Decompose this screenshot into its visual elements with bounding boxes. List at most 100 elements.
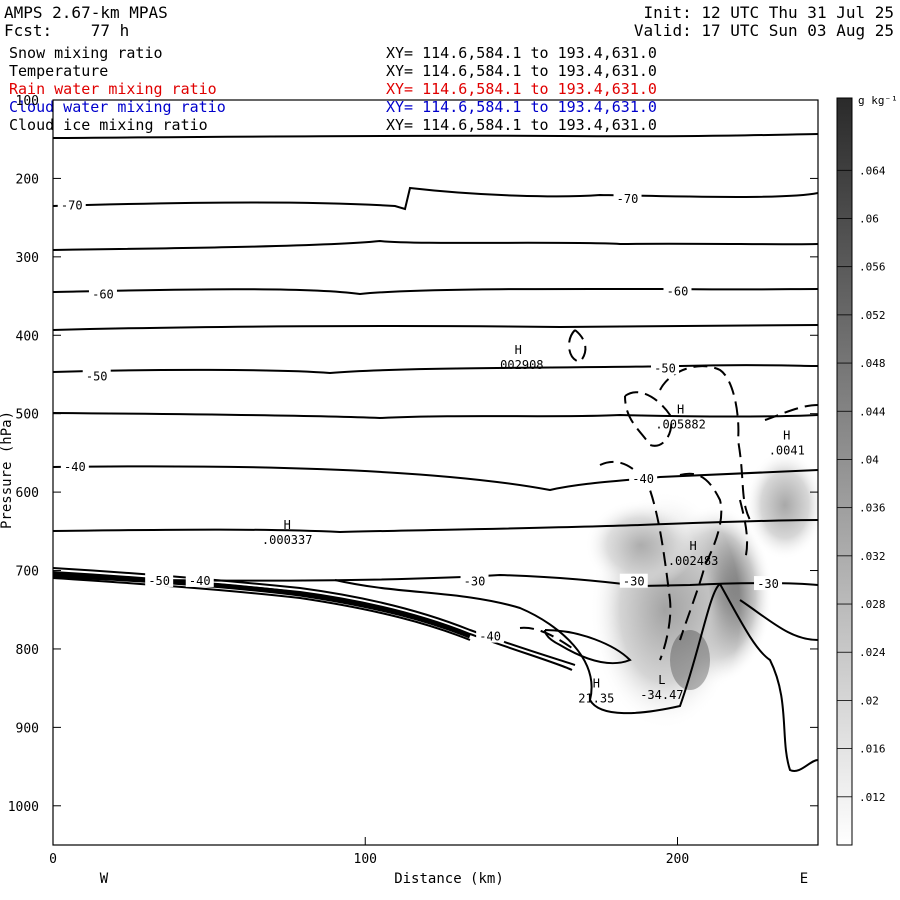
y-tick-label: 300 — [16, 251, 39, 266]
x-axis-ticks: 0 100 200 — [49, 837, 689, 867]
isotherm-label: -30 — [757, 577, 779, 591]
isotherm-label-bg — [82, 368, 111, 383]
isotherm-label-bg — [460, 573, 489, 588]
y-axis-label: Pressure (hPa) — [0, 411, 15, 529]
isotherm-label: -50 — [654, 361, 676, 375]
extremum-value: .002908 — [493, 358, 544, 372]
isotherm-label-bg — [754, 576, 783, 591]
field-name-snow: Snow mixing ratio — [9, 44, 163, 62]
y-tick-label: 600 — [16, 486, 39, 501]
extremum-type: H — [284, 518, 291, 532]
colorbar-ticks: .012 .016 .02 .024 .028 .032 .036 .04 .044 .048 .0… — [837, 164, 886, 804]
isotherm-label-bg — [613, 191, 642, 206]
field-xy-snow: XY= 114.6,584.1 to 193.4,631.0 — [386, 44, 657, 62]
y-tick-label: 200 — [16, 172, 39, 187]
colorbar-tick-label: .044 — [859, 405, 886, 418]
extremum-value: .005882 — [655, 418, 706, 432]
colorbar-tick-label: .028 — [859, 598, 886, 611]
x-tick-label: 200 — [666, 852, 689, 867]
colorbar-tick-label: .048 — [859, 357, 886, 370]
isotherm-label-bg — [619, 573, 648, 588]
west-label: W — [100, 871, 109, 887]
isotherm-label-bg — [663, 283, 692, 298]
isotherm-labels: -70 -70 -60 -60 -50 -50 -40 -40 -40 -30 -30 -30 -50 -… — [57, 191, 783, 644]
plot-frame — [52, 99, 819, 846]
isotherm-label: -70 — [617, 192, 639, 206]
isotherm-label: -50 — [148, 574, 170, 588]
colorbar-tick-label: .012 — [859, 791, 886, 804]
field-xy-rain: XY= 114.6,584.1 to 193.4,631.0 — [386, 80, 657, 98]
colorbar-tick-label: .06 — [859, 212, 879, 225]
y-tick-label: 900 — [16, 721, 39, 736]
field-name-temperature: Temperature — [9, 62, 109, 80]
colorbar-tick-label: .036 — [859, 502, 886, 515]
extremum-value: .002483 — [668, 554, 719, 568]
colorbar-tick-label: .02 — [859, 694, 879, 707]
extremum-value: .0041 — [769, 444, 805, 458]
y-tick-label: 400 — [16, 329, 39, 344]
extremum-type: H — [515, 343, 522, 357]
east-label: E — [800, 871, 808, 887]
isotherm-label: -30 — [464, 575, 486, 589]
isotherm-label: -50 — [86, 369, 108, 383]
field-name-rain: Rain water mixing ratio — [9, 80, 217, 98]
y-tick-label: 700 — [16, 565, 39, 580]
y-tick-label: 100 — [16, 94, 39, 109]
colorbar: g kg⁻¹ .012 .016 .02 .024 .028 .032 .036 .04 .04… — [836, 94, 898, 846]
isotherm-label-bg — [185, 572, 214, 587]
init-time: Init: 12 UTC Thu 31 Jul 25 — [643, 3, 894, 22]
field-name-cloud-water: Cloud water mixing ratio — [9, 98, 226, 116]
model-title: AMPS 2.67-km MPAS — [4, 3, 168, 22]
isotherm-label: -40 — [189, 574, 211, 588]
colorbar-tick-label: .04 — [859, 453, 879, 466]
x-tick-label: 100 — [354, 852, 377, 867]
x-tick-label: 0 — [49, 852, 57, 867]
colorbar-scale — [836, 97, 853, 846]
isotherm-label: -60 — [667, 285, 689, 299]
extremum-type: H — [783, 429, 790, 443]
isotherm-label-bg — [651, 360, 679, 375]
field-xy-temperature: XY= 114.6,584.1 to 193.4,631.0 — [386, 62, 657, 80]
isotherm-lines — [53, 133, 818, 772]
colorbar-tick-label: .032 — [859, 550, 886, 563]
colorbar-tick-label: .024 — [859, 646, 886, 659]
colorbar-tick-label: .064 — [859, 164, 886, 177]
extremum-type: H — [677, 403, 684, 417]
extremum-type: H — [689, 539, 696, 553]
colorbar-tick-label: .056 — [859, 261, 886, 274]
y-tick-label: 1000 — [8, 800, 39, 815]
colorbar-tick-label: .052 — [859, 309, 886, 322]
isotherm-label-bg — [88, 286, 117, 301]
valid-time: Valid: 17 UTC Sun 03 Aug 25 — [633, 21, 894, 40]
field-xy-cloud-water: XY= 114.6,584.1 to 193.4,631.0 — [386, 98, 657, 116]
isotherm-label: -40 — [632, 472, 654, 486]
y-axis-ticks: 100 200 300 400 500 600 700 800 900 1000 — [8, 94, 818, 815]
extremum-value: -34.47 — [640, 688, 683, 702]
terrain-contours — [53, 567, 576, 671]
extremum-value: .000337 — [262, 533, 313, 547]
colorbar-unit: g kg⁻¹ — [858, 94, 898, 107]
extremum-value: 21.35 — [578, 691, 614, 705]
field-name-cloud-ice: Cloud ice mixing ratio — [9, 116, 208, 134]
isotherm-label: -60 — [92, 288, 114, 302]
isotherm-label-bg — [629, 470, 658, 485]
isotherm-label-bg — [60, 459, 89, 474]
y-tick-label: 800 — [16, 643, 39, 658]
extremum-type: H — [593, 676, 600, 690]
isotherm-label-bg — [57, 197, 86, 212]
forecast-hour: Fcst: 77 h — [4, 21, 130, 40]
isotherm-label-bg — [476, 628, 505, 643]
cloud-dashed-contours — [519, 329, 818, 661]
snow-shading — [585, 450, 818, 730]
y-tick-label: 500 — [16, 408, 39, 423]
isotherm-label: -40 — [64, 460, 86, 474]
isotherm-label-bg — [145, 572, 174, 587]
isotherm-label: -40 — [479, 630, 501, 644]
x-axis-label: Distance (km) — [394, 871, 504, 887]
extremum-type: L — [658, 673, 665, 687]
isotherm-label: -70 — [61, 198, 83, 212]
isotherm-label: -30 — [623, 575, 645, 589]
colorbar-tick-label: .016 — [859, 743, 886, 756]
